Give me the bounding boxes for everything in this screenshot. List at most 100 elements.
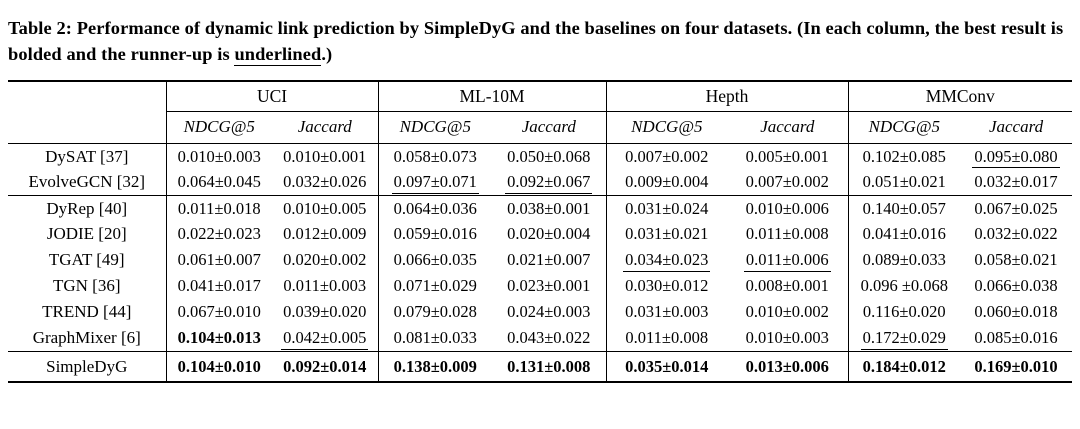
table-cell: 0.095±0.080 bbox=[960, 143, 1072, 169]
corner-cell bbox=[8, 111, 166, 144]
metric-value: 0.041±0.016 bbox=[862, 224, 946, 244]
metric-value: 0.010±0.002 bbox=[745, 302, 829, 322]
metric-value: 0.172±0.029 bbox=[860, 328, 948, 350]
caption-underlined-word: underlined bbox=[234, 44, 322, 67]
metric-value: 0.138±0.009 bbox=[393, 356, 477, 376]
metric-value: 0.067±0.025 bbox=[974, 198, 1058, 218]
metric-value: 0.012±0.009 bbox=[283, 224, 367, 244]
metric-header-jaccard: Jaccard bbox=[272, 111, 379, 144]
table-caption: Table 2: Performance of dynamic link pre… bbox=[0, 0, 1072, 67]
table-cell: 0.020±0.002 bbox=[272, 247, 378, 273]
baseline-group-2: DyRep [40] 0.011±0.018 0.010±0.005 0.064… bbox=[8, 194, 1073, 352]
table-cell: 0.005±0.001 bbox=[727, 143, 848, 169]
table-cell: 0.031±0.003 bbox=[605, 299, 728, 326]
metric-value: 0.011±0.018 bbox=[177, 198, 261, 218]
table-cell: 0.067±0.010 bbox=[165, 299, 272, 326]
table-cell: 0.009±0.004 bbox=[605, 169, 728, 196]
dataset-header-uci: UCI bbox=[165, 81, 379, 112]
table-cell: 0.022±0.023 bbox=[165, 221, 272, 248]
table-cell: 0.031±0.021 bbox=[605, 221, 728, 248]
method-name: GraphMixer [6] bbox=[32, 328, 141, 347]
method-name: TGAT [49] bbox=[48, 250, 125, 270]
metric-header-ndcg: NDCG@5 bbox=[377, 111, 493, 144]
metric-value: 0.035±0.014 bbox=[625, 356, 709, 376]
metric-value: 0.011±0.008 bbox=[745, 224, 829, 244]
table-cell: 0.138±0.009 bbox=[377, 350, 493, 383]
metric-value: 0.064±0.045 bbox=[177, 172, 261, 191]
table-cell: 0.064±0.036 bbox=[377, 194, 493, 222]
metric-value: 0.067±0.010 bbox=[177, 302, 261, 322]
table-row: EvolveGCN [32] 0.064±0.045 0.032±0.026 0… bbox=[8, 169, 1072, 196]
metric-value: 0.009±0.004 bbox=[625, 172, 709, 191]
metric-value: 0.066±0.035 bbox=[393, 250, 477, 270]
metric-value: 0.169±0.010 bbox=[974, 356, 1058, 376]
method-name: DySAT [37] bbox=[45, 146, 129, 166]
table-cell: 0.011±0.008 bbox=[605, 325, 728, 352]
baseline-group-1: DySAT [37] 0.010±0.003 0.010±0.001 0.058… bbox=[8, 143, 1072, 196]
table-cell: 0.030±0.012 bbox=[605, 273, 728, 300]
metric-value: 0.092±0.014 bbox=[283, 356, 367, 376]
table-cell: 0.032±0.026 bbox=[272, 169, 378, 195]
metric-header-ndcg: NDCG@5 bbox=[165, 111, 272, 144]
metric-value: 0.102±0.085 bbox=[862, 146, 946, 166]
table-cell: 0.058±0.073 bbox=[377, 143, 493, 170]
method-name: DyRep [40] bbox=[8, 194, 166, 222]
metric-value: 0.011±0.008 bbox=[625, 328, 709, 347]
table-cell: 0.020±0.004 bbox=[492, 221, 606, 247]
metric-value: 0.010±0.003 bbox=[745, 328, 829, 347]
table-cell: 0.172±0.029 bbox=[847, 325, 961, 352]
table-cell: 0.066±0.035 bbox=[377, 247, 493, 274]
table-header: UCI ML-10M Hepth MMConv NDCG@5 Jaccard N… bbox=[8, 81, 1073, 144]
table-cell: 0.092±0.067 bbox=[492, 169, 606, 195]
metric-value: 0.021±0.007 bbox=[507, 250, 591, 270]
table-cell: 0.061±0.007 bbox=[165, 247, 272, 274]
results-table: UCI ML-10M Hepth MMConv NDCG@5 Jaccard N… bbox=[8, 80, 1073, 384]
table-cell: 0.012±0.009 bbox=[272, 221, 378, 247]
table-cell: 0.058±0.021 bbox=[960, 247, 1072, 273]
metric-value: 0.085±0.016 bbox=[974, 328, 1058, 347]
table-cell: 0.104±0.010 bbox=[165, 350, 272, 383]
metric-value: 0.034±0.023 bbox=[623, 250, 711, 272]
metric-value: 0.011±0.003 bbox=[283, 276, 367, 296]
metric-header-ndcg: NDCG@5 bbox=[605, 111, 728, 144]
table-cell: 0.071±0.029 bbox=[377, 273, 493, 300]
table-row: JODIE [20] 0.022±0.023 0.012±0.009 0.059… bbox=[8, 221, 1072, 248]
table-cell: 0.092±0.014 bbox=[272, 350, 379, 383]
table-cell: 0.013±0.006 bbox=[727, 350, 849, 383]
table-cell: 0.011±0.008 bbox=[727, 221, 848, 247]
dataset-header-hepth: Hepth bbox=[605, 81, 849, 112]
metric-value: 0.010±0.001 bbox=[283, 146, 367, 166]
metric-value: 0.058±0.021 bbox=[974, 250, 1058, 270]
metric-header-jaccard: Jaccard bbox=[492, 111, 607, 144]
metric-value: 0.031±0.021 bbox=[625, 224, 709, 244]
table-cell: 0.011±0.003 bbox=[272, 273, 378, 299]
metric-value: 0.097±0.071 bbox=[391, 172, 479, 194]
caption-text: Performance of dynamic link prediction b… bbox=[8, 18, 1064, 65]
metric-value: 0.010±0.003 bbox=[177, 146, 261, 166]
metric-header-ndcg: NDCG@5 bbox=[847, 111, 961, 144]
metric-value: 0.010±0.006 bbox=[745, 198, 829, 218]
metric-value: 0.024±0.003 bbox=[507, 302, 591, 322]
table-cell: 0.096 ±0.068 bbox=[847, 273, 961, 300]
table-cell: 0.032±0.022 bbox=[960, 221, 1072, 247]
dataset-header-mmconv: MMConv bbox=[847, 81, 1073, 112]
table-cell: 0.010±0.002 bbox=[727, 299, 848, 325]
table-cell: 0.102±0.085 bbox=[847, 143, 961, 170]
metric-header-row: NDCG@5 Jaccard NDCG@5 Jaccard NDCG@5 Jac… bbox=[8, 111, 1073, 144]
table-cell: 0.023±0.001 bbox=[492, 273, 606, 299]
table-cell: 0.104±0.013 bbox=[165, 325, 272, 352]
metric-value: 0.061±0.007 bbox=[177, 250, 261, 270]
metric-value: 0.007±0.002 bbox=[625, 146, 709, 166]
metric-value: 0.038±0.001 bbox=[507, 198, 591, 218]
table-cell: 0.035±0.014 bbox=[605, 350, 728, 383]
caption-tail: .) bbox=[321, 44, 333, 65]
table-cell: 0.184±0.012 bbox=[847, 350, 961, 383]
metric-value: 0.031±0.024 bbox=[625, 198, 709, 218]
metric-value: 0.023±0.001 bbox=[507, 276, 591, 296]
table-cell: 0.007±0.002 bbox=[727, 169, 848, 195]
table-cell: 0.085±0.016 bbox=[960, 325, 1072, 351]
table-cell: 0.041±0.017 bbox=[165, 273, 272, 300]
table-cell: 0.021±0.007 bbox=[492, 247, 606, 273]
table-cell: 0.066±0.038 bbox=[960, 273, 1072, 299]
table-cell: 0.034±0.023 bbox=[605, 247, 728, 274]
